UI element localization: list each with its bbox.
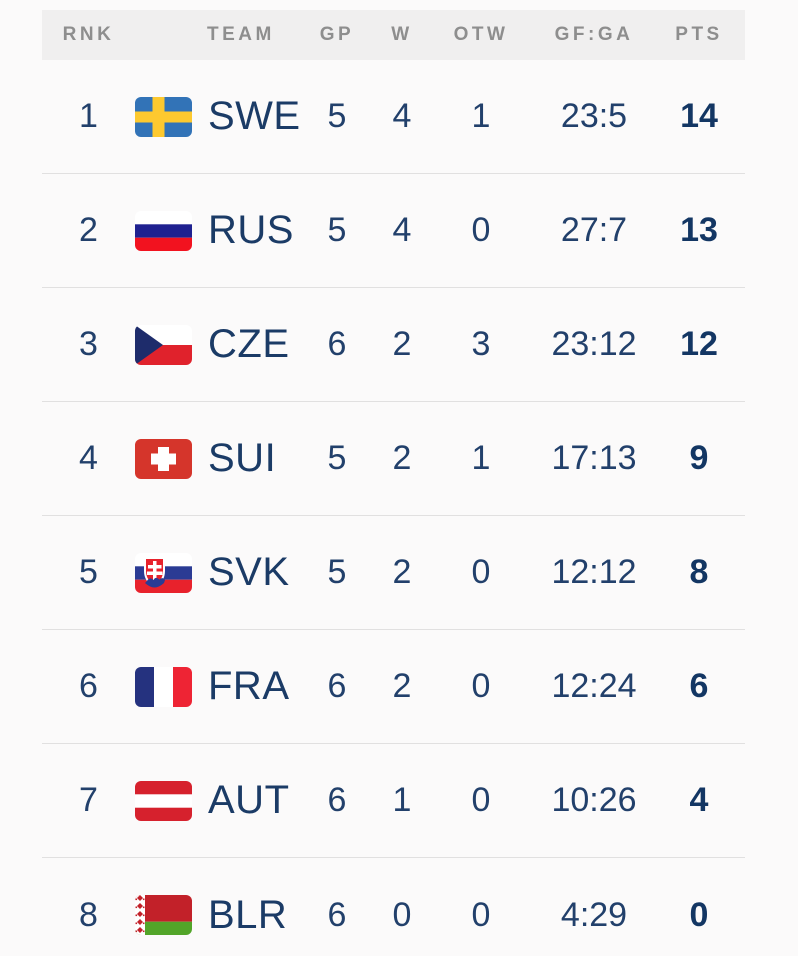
rank-value: 3 [79,325,98,363]
pts-value: 13 [680,211,718,249]
rank-value: 1 [79,97,98,135]
header-otw: OTW [453,24,509,45]
gfga-value: 23:5 [560,97,628,135]
gp-value: 6 [327,325,347,363]
team-code: SVK [208,550,290,594]
team-code: FRA [208,664,290,708]
otw-value: 0 [471,211,491,249]
flag-czechia-icon [135,324,192,365]
standings-row-fra[interactable]: 6 FRA 6 2 0 12:24 6 [42,630,745,744]
otw-value: 0 [471,781,491,819]
pts-value: 9 [689,439,709,477]
rank-value: 5 [79,553,98,591]
pts-value: 4 [689,781,709,819]
standings-row-cze[interactable]: 3 CZE 6 2 3 23:12 12 [42,288,745,402]
standings-row-sui[interactable]: 4 SUI 5 2 1 17:13 9 [42,402,745,516]
w-value: 1 [392,781,412,819]
standings-row-rus[interactable]: 2 RUS 5 4 0 27:7 13 [42,174,745,288]
gp-value: 5 [327,97,347,135]
otw-value: 0 [471,895,491,934]
team-code: CZE [208,322,290,366]
gfga-value: 12:24 [551,667,637,705]
w-value: 2 [392,553,412,591]
team-code: RUS [208,208,294,252]
gfga-value: 23:12 [551,325,637,363]
pts-value: 14 [680,97,718,135]
rank-value: 8 [79,895,98,934]
flag-sweden-icon [135,96,192,137]
header-rank: RNK [62,24,115,45]
team-cell: FRA [135,664,297,709]
otw-value: 1 [471,97,491,135]
team-cell: SVK [135,550,297,595]
team-cell: BLR [135,893,297,938]
header-pts: PTS [675,24,723,45]
standings-row-aut[interactable]: 7 AUT 6 1 0 10:26 4 [42,744,745,858]
rank-value: 6 [79,667,98,705]
pts-value: 12 [680,325,718,363]
team-cell: CZE [135,322,297,367]
otw-value: 0 [471,553,491,591]
team-cell: SWE [135,94,300,139]
gfga-value: 12:12 [551,553,637,591]
gp-value: 6 [327,895,347,934]
team-cell: AUT [135,778,297,823]
team-code: AUT [208,778,290,822]
w-value: 2 [392,667,412,705]
standings-row-swe[interactable]: 1 SWE 5 4 1 23:5 14 [42,60,745,174]
otw-value: 0 [471,667,491,705]
team-code: SUI [208,436,277,480]
flag-russia-icon [135,210,192,251]
header-w: W [391,24,413,45]
team-code: BLR [208,892,288,937]
w-value: 0 [392,895,412,934]
team-cell: SUI [135,436,297,481]
gfga-value: 10:26 [551,781,637,819]
otw-value: 1 [471,439,491,477]
flag-france-icon [135,666,192,707]
standings-row-svk[interactable]: 5 SVK 5 2 0 12:12 8 [42,516,745,630]
gp-value: 6 [327,667,347,705]
flag-austria-icon [135,780,192,821]
w-value: 4 [392,97,412,135]
w-value: 2 [392,439,412,477]
gp-value: 6 [327,781,347,819]
gfga-value: 4:29 [560,895,628,934]
otw-value: 3 [471,325,491,363]
rank-value: 4 [79,439,98,477]
w-value: 2 [392,325,412,363]
gp-value: 5 [327,553,347,591]
rank-value: 2 [79,211,98,249]
pts-value: 0 [689,895,709,934]
w-value: 4 [392,211,412,249]
flag-slovakia-icon [135,552,192,593]
pts-value: 8 [689,553,709,591]
team-code: SWE [208,94,301,138]
pts-value: 6 [689,667,709,705]
header-gp: GP [319,24,355,45]
flag-switzerland-icon [135,438,192,479]
gfga-value: 27:7 [560,211,628,249]
team-cell: RUS [135,208,297,253]
header-gfga: GF:GA [554,24,634,45]
standings-header: RNK TEAM GP W OTW GF:GA PTS [42,10,745,60]
header-team: TEAM [207,24,275,45]
flag-belarus-icon [135,895,192,935]
gp-value: 5 [327,439,347,477]
gfga-value: 17:13 [551,439,637,477]
gp-value: 5 [327,211,347,249]
rank-value: 7 [79,781,98,819]
standings-row-blr[interactable]: 8 [42,858,745,956]
